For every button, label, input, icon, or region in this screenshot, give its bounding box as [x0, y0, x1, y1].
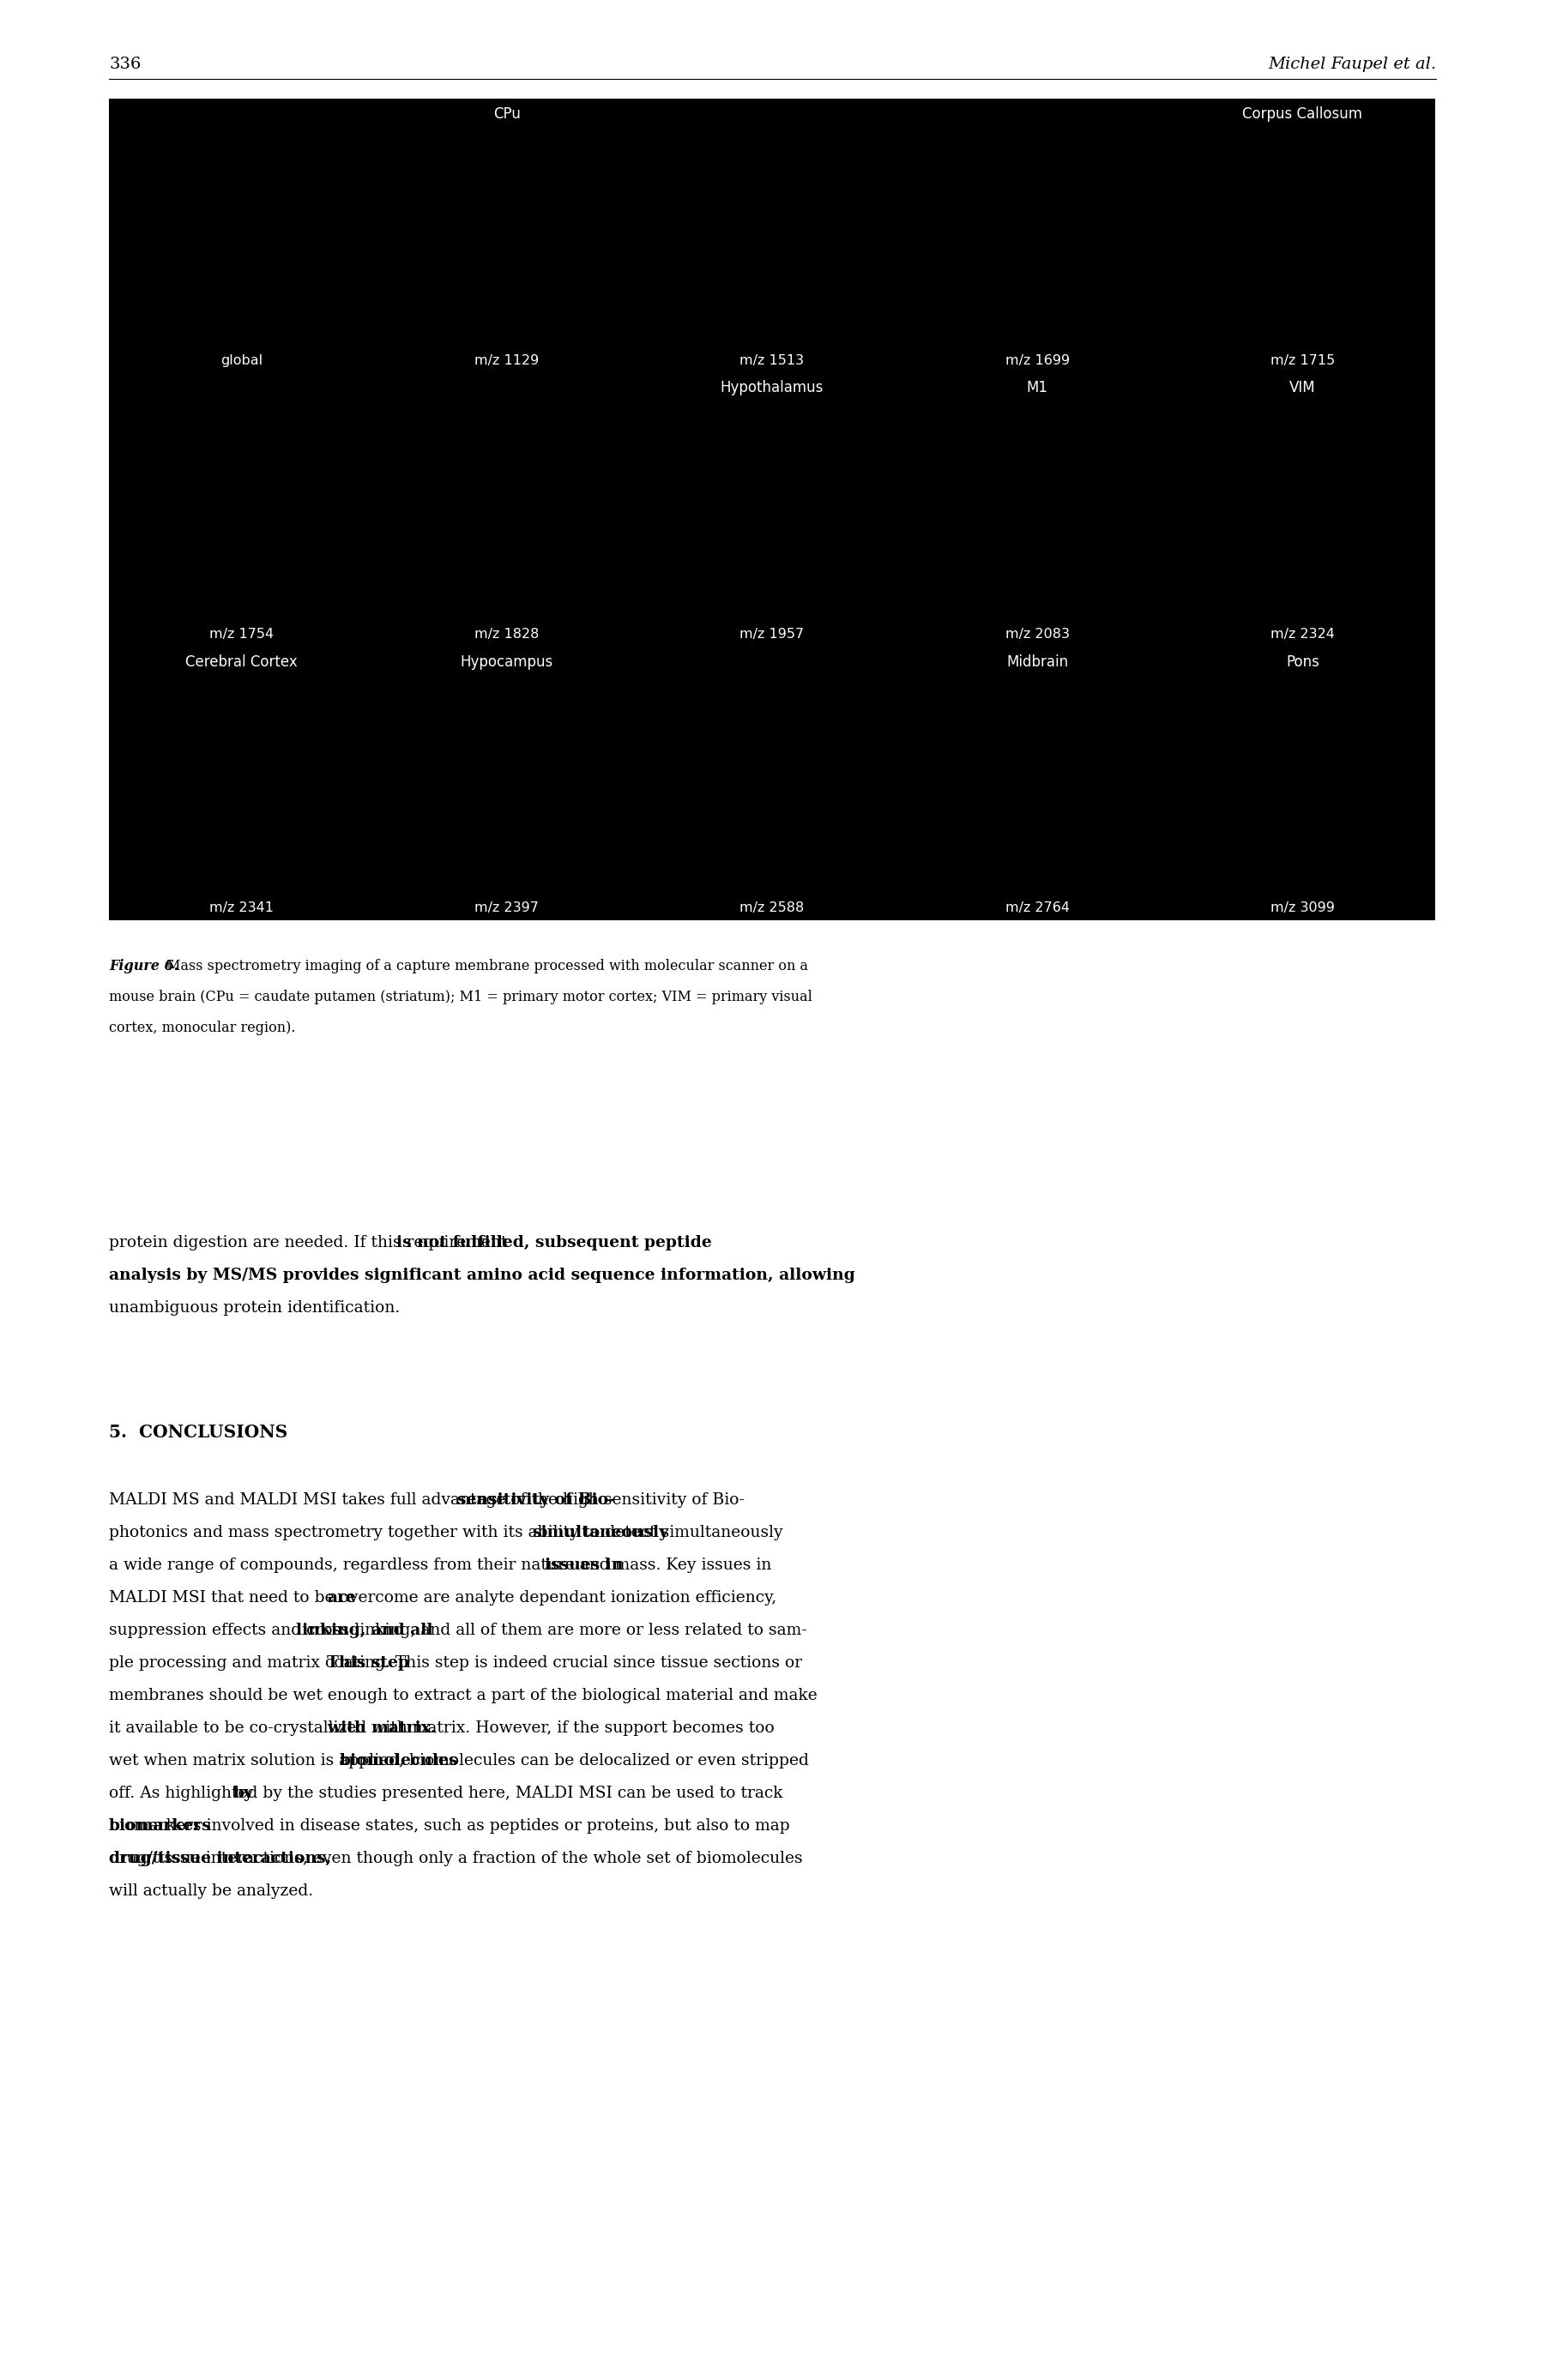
Text: Mass spectrometry imaging of a capture membrane processed with molecular scanner: Mass spectrometry imaging of a capture m… — [162, 959, 808, 973]
Text: analysis by MS/MS provides significant amino acid sequence information, allowing: analysis by MS/MS provides significant a… — [110, 1269, 856, 1283]
Text: m/z 1754: m/z 1754 — [210, 628, 273, 640]
Text: MALDI MS and MALDI MSI takes full advantage of the high sensitivity of Bio-: MALDI MS and MALDI MSI takes full advant… — [110, 1492, 745, 1509]
Text: are: are — [326, 1590, 355, 1606]
Bar — [110, 98, 1435, 921]
Text: sensitivity of Bio-: sensitivity of Bio- — [457, 1492, 615, 1509]
Text: m/z 1129: m/z 1129 — [474, 355, 539, 367]
Text: linking, and all: linking, and all — [295, 1623, 433, 1637]
Text: 5.  CONCLUSIONS: 5. CONCLUSIONS — [110, 1423, 287, 1440]
Text: with matrix.: with matrix. — [326, 1721, 436, 1735]
Text: This step: This step — [326, 1654, 409, 1671]
Text: MALDI MSI that need to be overcome are analyte dependant ionization efficiency,: MALDI MSI that need to be overcome are a… — [110, 1590, 777, 1606]
Text: Michel Faupel et al.: Michel Faupel et al. — [1268, 57, 1435, 71]
Text: 336: 336 — [110, 57, 141, 71]
Text: photonics and mass spectrometry together with its ability to detect simultaneous: photonics and mass spectrometry together… — [110, 1526, 783, 1540]
Text: cortex, monocular region).: cortex, monocular region). — [110, 1021, 295, 1035]
Text: Figure 6.: Figure 6. — [110, 959, 179, 973]
Text: mouse brain (CPu = caudate putamen (striatum); M1 = primary motor cortex; VIM = : mouse brain (CPu = caudate putamen (stri… — [110, 990, 813, 1004]
Text: by: by — [233, 1785, 253, 1802]
Text: wet when matrix solution is applied, biomolecules can be delocalized or even str: wet when matrix solution is applied, bio… — [110, 1754, 810, 1768]
Text: m/z 2397: m/z 2397 — [474, 902, 539, 914]
Text: m/z 1828: m/z 1828 — [474, 628, 539, 640]
Text: M1: M1 — [1026, 381, 1048, 395]
Text: CPu: CPu — [493, 107, 521, 121]
Text: m/z 2588: m/z 2588 — [740, 902, 805, 914]
Text: it available to be co-crystallized with matrix. However, if the support becomes : it available to be co-crystallized with … — [110, 1721, 774, 1735]
Text: simultaneously: simultaneously — [531, 1526, 669, 1540]
Text: VIM: VIM — [1290, 381, 1316, 395]
Text: m/z 2764: m/z 2764 — [1006, 902, 1069, 914]
Text: m/z 1513: m/z 1513 — [740, 355, 805, 367]
Text: membranes should be wet enough to extract a part of the biological material and : membranes should be wet enough to extrac… — [110, 1687, 817, 1704]
Text: ple processing and matrix coating. This step is indeed crucial since tissue sect: ple processing and matrix coating. This … — [110, 1654, 802, 1671]
Text: global: global — [221, 355, 263, 367]
Text: drug/tissue interactions, even though only a fraction of the whole set of biomol: drug/tissue interactions, even though on… — [110, 1852, 803, 1866]
Text: Pons: Pons — [1285, 655, 1319, 669]
Text: unambiguous protein identification.: unambiguous protein identification. — [110, 1299, 400, 1316]
Text: m/z 2324: m/z 2324 — [1270, 628, 1335, 640]
Text: biomarkers involved in disease states, such as peptides or proteins, but also to: biomarkers involved in disease states, s… — [110, 1818, 789, 1833]
Text: off. As highlighted by the studies presented here, MALDI MSI can be used to trac: off. As highlighted by the studies prese… — [110, 1785, 783, 1802]
Text: m/z 3099: m/z 3099 — [1270, 902, 1335, 914]
Text: m/z 2083: m/z 2083 — [1006, 628, 1069, 640]
Text: is not fulfilled, subsequent peptide: is not fulfilled, subsequent peptide — [397, 1235, 712, 1250]
Text: Midbrain: Midbrain — [1006, 655, 1068, 669]
Text: Hypothalamus: Hypothalamus — [720, 381, 823, 395]
Text: m/z 1715: m/z 1715 — [1270, 355, 1335, 367]
Text: suppression effects and cross-linking, and all of them are more or less related : suppression effects and cross-linking, a… — [110, 1623, 806, 1637]
Text: m/z 1957: m/z 1957 — [740, 628, 805, 640]
Text: drug/tissue interactions,: drug/tissue interactions, — [110, 1852, 331, 1866]
Text: m/z 2341: m/z 2341 — [210, 902, 273, 914]
Text: biomarkers: biomarkers — [110, 1818, 212, 1833]
Text: a wide range of compounds, regardless from their nature and mass. Key issues in: a wide range of compounds, regardless fr… — [110, 1557, 771, 1573]
Text: biomolecules: biomolecules — [338, 1754, 457, 1768]
Text: m/z 1699: m/z 1699 — [1006, 355, 1069, 367]
Text: protein digestion are needed. If this requirement: protein digestion are needed. If this re… — [110, 1235, 513, 1250]
Text: Hypocampus: Hypocampus — [460, 655, 553, 669]
Text: will actually be analyzed.: will actually be analyzed. — [110, 1883, 314, 1899]
Text: issues in: issues in — [544, 1557, 623, 1573]
Text: Corpus Callosum: Corpus Callosum — [1242, 107, 1363, 121]
Text: Cerebral Cortex: Cerebral Cortex — [185, 655, 298, 669]
